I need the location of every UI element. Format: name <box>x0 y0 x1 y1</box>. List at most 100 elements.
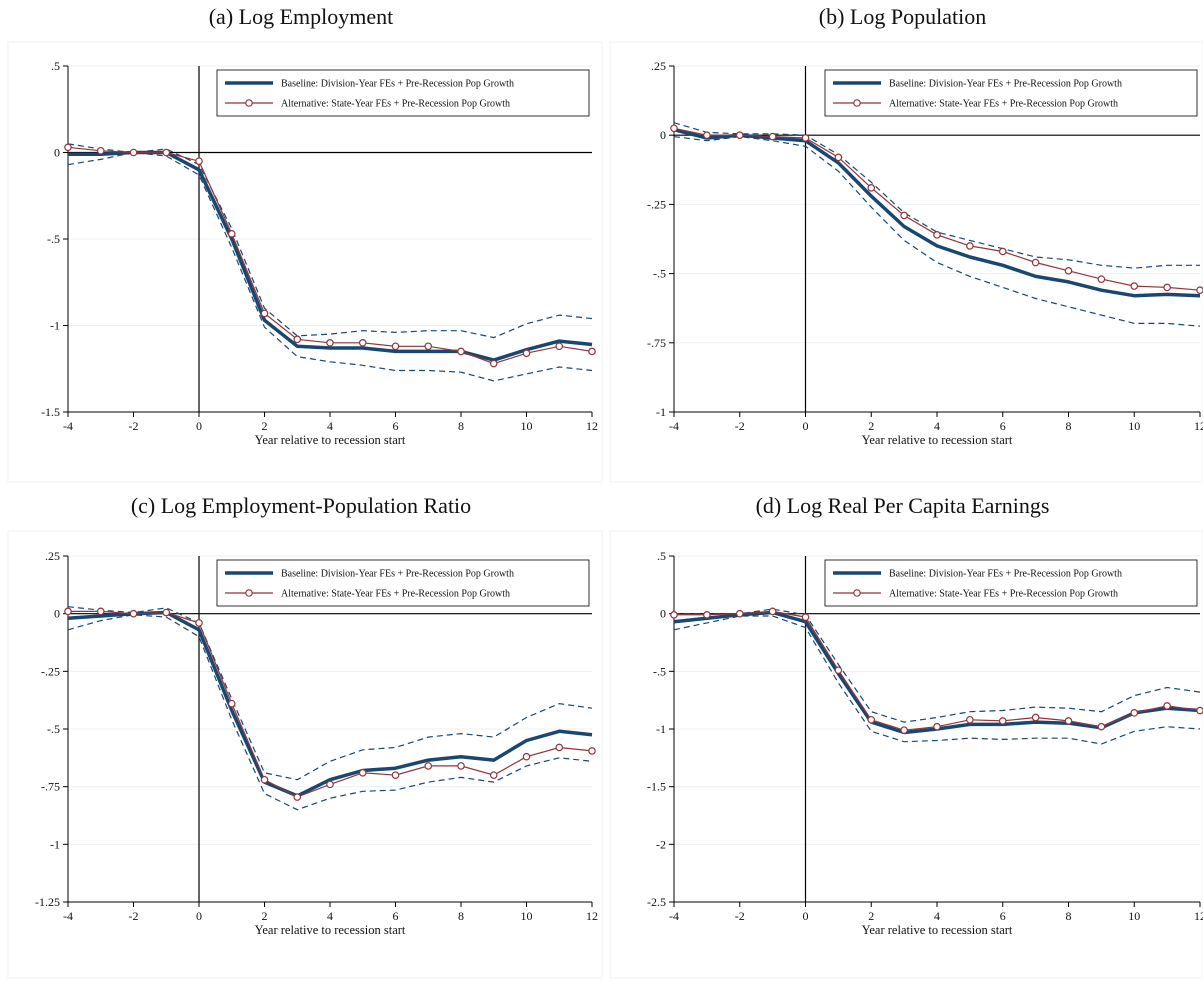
alternative-point <box>1097 275 1106 283</box>
x-tick-label: 2 <box>868 909 874 923</box>
alternative-point <box>555 743 564 752</box>
y-tick-label: -.75 <box>41 780 60 794</box>
x-tick-label: 0 <box>803 909 809 923</box>
x-tick-label: 6 <box>393 909 399 923</box>
legend-label: Alternative: State-Year FEs + Pre-Recess… <box>889 99 1118 110</box>
x-tick-label: 6 <box>1000 909 1006 923</box>
alternative-point <box>326 338 334 347</box>
alternative-point <box>64 143 72 152</box>
ci-bound-line <box>673 615 1201 745</box>
alternative-point <box>227 699 236 708</box>
x-tick-label: -2 <box>735 419 745 433</box>
x-tick-label: 6 <box>393 419 399 433</box>
x-axis-title: Year relative to recession start <box>255 433 406 447</box>
alternative-point <box>933 722 941 731</box>
alternative-point <box>227 230 236 238</box>
y-tick-label: .25 <box>45 549 60 563</box>
y-tick-label: .25 <box>651 59 666 73</box>
alternative-point <box>867 715 876 724</box>
alternative-point <box>1196 286 1203 295</box>
alternative-point <box>588 347 596 356</box>
legend-label: Alternative: State-Year FEs + Pre-Recess… <box>889 589 1118 600</box>
legend-label: Baseline: Division-Year FEs + Pre-Recess… <box>889 569 1122 580</box>
alternative-point <box>998 247 1007 256</box>
alternative-point <box>424 342 433 351</box>
alternative-point <box>703 611 711 619</box>
alternative-point <box>1196 706 1203 715</box>
x-tick-label: 4 <box>327 909 333 923</box>
alternative-point <box>195 619 203 627</box>
alternative-point <box>96 146 105 155</box>
x-tick-label: -4 <box>669 419 679 433</box>
alternative-point <box>1064 267 1073 275</box>
x-tick-label: 8 <box>1066 909 1072 923</box>
alternative-point <box>900 211 908 220</box>
panel-d-title: (d) Log Real Per Capita Earnings <box>755 493 1050 518</box>
x-axis-title: Year relative to recession start <box>255 923 406 937</box>
ci-bound-line <box>673 135 1201 327</box>
x-tick-label: 10 <box>521 419 533 433</box>
alternative-point <box>1130 709 1139 717</box>
alternative-point <box>1064 717 1073 725</box>
chart-panel-3: .5 0 -.5 -1 -1.5 -2 -2.5-4 -2 0 2 4 6 8 10 12 Year rela… <box>609 530 1203 979</box>
alternative-point <box>834 153 843 162</box>
alternative-point <box>129 148 138 157</box>
alternative-point <box>260 309 269 318</box>
legend-label: Baseline: Division-Year FEs + Pre-Recess… <box>281 569 514 580</box>
alternative-point <box>735 131 744 140</box>
x-axis-title: Year relative to recession start <box>862 923 1013 937</box>
x-tick-label: 4 <box>934 909 940 923</box>
y-tick-label: -.5 <box>653 664 666 678</box>
alternative-point <box>966 715 974 724</box>
y-tick-label: -.5 <box>47 722 60 736</box>
alternative-point <box>768 607 777 616</box>
y-tick-label: 0 <box>54 146 60 160</box>
x-tick-label: -2 <box>129 419 139 433</box>
alternative-point <box>1031 713 1040 722</box>
x-tick-label: 12 <box>586 909 598 923</box>
baseline-series-line <box>673 128 1201 298</box>
legend-box <box>824 559 1198 607</box>
legend-label: Alternative: State-Year FEs + Pre-Recess… <box>281 589 510 600</box>
y-tick-label: -2 <box>656 837 666 851</box>
legend-alternative-marker <box>245 99 253 107</box>
x-axis-title: Year relative to recession start <box>862 433 1013 447</box>
alternative-point <box>834 666 843 674</box>
alternative-point <box>522 349 531 357</box>
y-tick-label: 0 <box>660 607 666 621</box>
alternative-point <box>260 775 269 784</box>
legend-alternative-marker <box>853 99 861 107</box>
x-tick-label: 8 <box>458 419 464 433</box>
legend-alternative-marker <box>245 589 253 597</box>
alternative-point <box>129 609 138 618</box>
legend-label: Alternative: State-Year FEs + Pre-Recess… <box>281 99 510 110</box>
alternative-point <box>358 769 367 777</box>
x-tick-label: 8 <box>1066 419 1072 433</box>
x-tick-label: 2 <box>262 909 268 923</box>
y-tick-label: -2.5 <box>647 895 666 909</box>
legend-alternative-marker <box>853 589 861 597</box>
alternative-point <box>867 183 876 192</box>
x-tick-label: 2 <box>868 419 874 433</box>
alternative-point <box>1097 722 1106 731</box>
y-tick-label: -.25 <box>41 664 60 678</box>
x-tick-label: 10 <box>1128 909 1140 923</box>
y-tick-label: -1.25 <box>35 895 60 909</box>
alternative-point <box>293 335 302 344</box>
alternative-point <box>391 771 400 779</box>
legend-label: Baseline: Division-Year FEs + Pre-Recess… <box>281 79 514 90</box>
y-tick-label: -1 <box>656 722 666 736</box>
x-tick-label: 2 <box>262 419 268 433</box>
x-tick-label: 6 <box>1000 419 1006 433</box>
alternative-point <box>1163 283 1171 292</box>
x-tick-label: 10 <box>1128 419 1140 433</box>
panel-b-title: (b) Log Population <box>818 4 987 29</box>
ci-bound-line <box>67 151 593 382</box>
y-tick-label: -1 <box>50 319 60 333</box>
alternative-point <box>162 148 171 157</box>
alternative-point <box>522 752 531 761</box>
x-tick-label: -4 <box>669 909 679 923</box>
alternative-point <box>195 157 203 165</box>
x-tick-label: 0 <box>196 909 202 923</box>
